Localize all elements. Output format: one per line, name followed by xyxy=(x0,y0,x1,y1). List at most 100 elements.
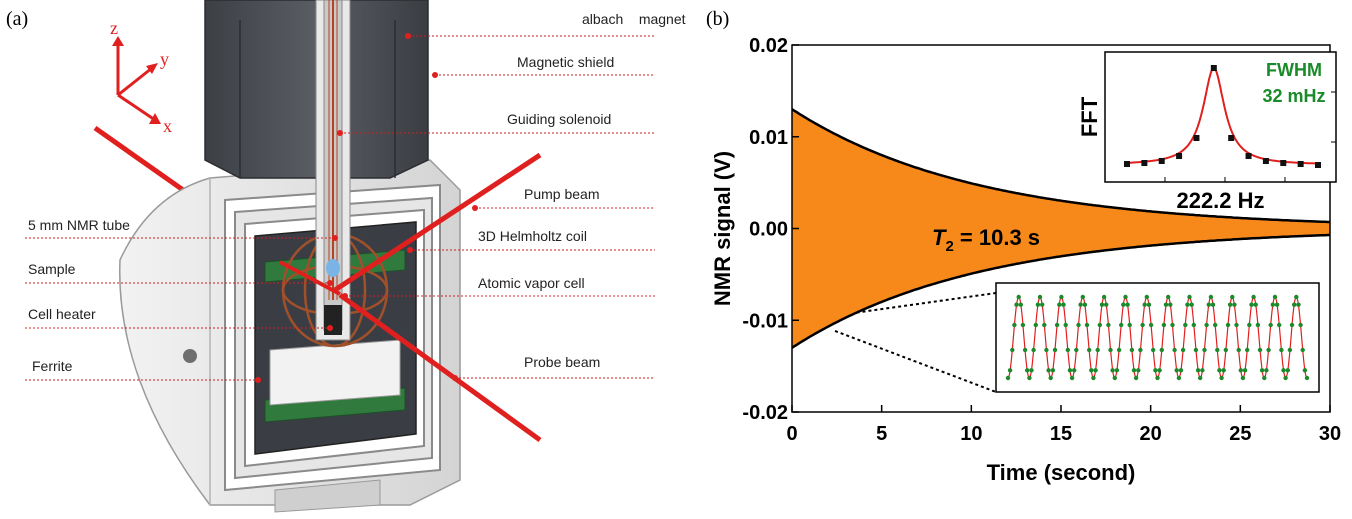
zoom-inset xyxy=(834,282,1320,393)
zoom-point xyxy=(1018,302,1023,307)
callout-leaders xyxy=(25,35,655,381)
zoom-point xyxy=(1268,322,1273,328)
zoom-point xyxy=(1044,347,1049,353)
zoom-point xyxy=(1095,347,1100,353)
zoom-point xyxy=(1072,368,1077,373)
zoom-point xyxy=(1063,322,1068,328)
callout-nmr-tube: 5 mm NMR tube xyxy=(28,217,130,233)
zoom-point xyxy=(1161,322,1167,328)
fft-point xyxy=(1297,161,1304,167)
zoom-point xyxy=(1249,302,1254,307)
callout-ferrite: Ferrite xyxy=(32,358,73,374)
t2-annotation: T2 = 10.3 s xyxy=(932,225,1040,255)
callout-atomic-vapor-cell: Atomic vapor cell xyxy=(478,275,585,291)
fft-point xyxy=(1262,158,1269,164)
zoom-point xyxy=(1168,302,1173,307)
zoom-point xyxy=(1140,322,1145,328)
zoom-point xyxy=(1016,294,1021,300)
zoom-point xyxy=(1114,368,1120,373)
envelope-fit-upper xyxy=(791,108,1330,224)
zoom-point xyxy=(1172,347,1177,353)
zoom-point xyxy=(1198,375,1203,381)
envelope-fit-lower xyxy=(791,233,1330,349)
zoom-point xyxy=(1005,375,1011,381)
fft-inset: FFT 222.2 Hz FWHM 32 mHz xyxy=(1077,51,1337,213)
zoom-point xyxy=(1170,322,1175,328)
zoom-point xyxy=(1300,347,1305,353)
zoom-point xyxy=(1010,347,1015,353)
zoom-point xyxy=(1174,368,1179,373)
zoom-point xyxy=(1121,302,1126,307)
zoom-point xyxy=(1302,368,1308,373)
apparatus-diagram: z y x albach magnet Magnetic shield Guid… xyxy=(25,0,686,513)
zoom-point xyxy=(1110,368,1115,373)
fft-peak-frequency: 222.2 Hz xyxy=(1176,188,1264,213)
zoom-point xyxy=(1289,322,1295,328)
fft-point xyxy=(1315,162,1321,168)
zoom-point xyxy=(1035,302,1041,307)
zoom-point xyxy=(1163,302,1169,307)
fft-point xyxy=(1228,135,1235,141)
zoom-point xyxy=(1078,302,1083,307)
zoom-point xyxy=(1189,302,1194,307)
x-axis-title: Time (second) xyxy=(987,460,1136,485)
zoom-point xyxy=(1125,302,1130,307)
axis-z-letter: z xyxy=(110,18,118,38)
callout-helmholtz-coil: 3D Helmholtz coil xyxy=(478,228,587,244)
zoom-point xyxy=(1087,347,1092,353)
zoom-point xyxy=(1146,302,1152,307)
panel-a-label: (a) xyxy=(6,8,29,30)
signal-area xyxy=(792,109,1330,348)
zoom-point xyxy=(1029,368,1034,373)
zoom-point xyxy=(1232,302,1237,307)
fft-point xyxy=(1210,65,1217,71)
zoom-point xyxy=(1042,322,1047,328)
zoom-point xyxy=(1270,302,1275,307)
y-tick-label: 0.02 xyxy=(749,35,788,57)
zoom-point xyxy=(1046,368,1051,373)
zoom-point xyxy=(1245,347,1250,353)
zoom-point xyxy=(1069,375,1075,381)
zoom-point xyxy=(1054,322,1060,328)
zoom-point xyxy=(1048,375,1053,381)
zoom-point xyxy=(1089,368,1094,373)
zoom-point xyxy=(1262,375,1267,381)
zoom-point xyxy=(1200,368,1205,373)
y-tick-label: 0.00 xyxy=(749,219,788,241)
zoom-point xyxy=(1304,375,1310,381)
callout-dots xyxy=(255,33,478,383)
zoom-point xyxy=(1012,322,1017,328)
zoom-point xyxy=(1138,347,1143,353)
fft-point xyxy=(1141,160,1148,166)
zoom-point xyxy=(1151,347,1156,353)
y-axis-title: NMR signal (V) xyxy=(710,151,735,306)
zoom-point xyxy=(1144,294,1149,300)
zoom-point xyxy=(1031,347,1036,353)
mount-block xyxy=(269,339,401,406)
zoom-point xyxy=(1074,347,1079,353)
probe-beam-shape xyxy=(338,292,542,443)
coordinate-axes: z y x xyxy=(110,18,172,136)
zoom-point xyxy=(1195,368,1201,373)
pump-beam-inside xyxy=(279,260,341,296)
x-tick-label: 5 xyxy=(876,423,887,445)
zoom-point xyxy=(1148,322,1154,328)
zoom-point xyxy=(1277,322,1282,328)
fwhm-value: 32 mHz xyxy=(1262,86,1325,106)
zoom-point xyxy=(1067,368,1073,373)
callout-pump-beam: Pump beam xyxy=(524,186,599,202)
main-axes: 0 5 10 15 20 25 30 -0.02 -0.01 0.00 0.01 0.02 Time (… xyxy=(710,35,1341,485)
zoom-point xyxy=(1213,322,1218,328)
zoom-point xyxy=(1183,322,1188,328)
y-tick-label: -0.02 xyxy=(742,402,788,424)
zoom-point xyxy=(1112,375,1117,381)
zoom-point xyxy=(1052,347,1058,353)
callout-cell-heater: Cell heater xyxy=(28,306,96,322)
zoom-point xyxy=(1208,294,1214,300)
zoom-point xyxy=(1106,322,1111,328)
zoom-point xyxy=(1279,347,1284,353)
x-tick-label: 10 xyxy=(960,423,982,445)
fft-point xyxy=(1245,153,1252,159)
zoom-inset-frame xyxy=(995,282,1320,393)
callout-guiding-solenoid: Guiding solenoid xyxy=(507,111,611,127)
